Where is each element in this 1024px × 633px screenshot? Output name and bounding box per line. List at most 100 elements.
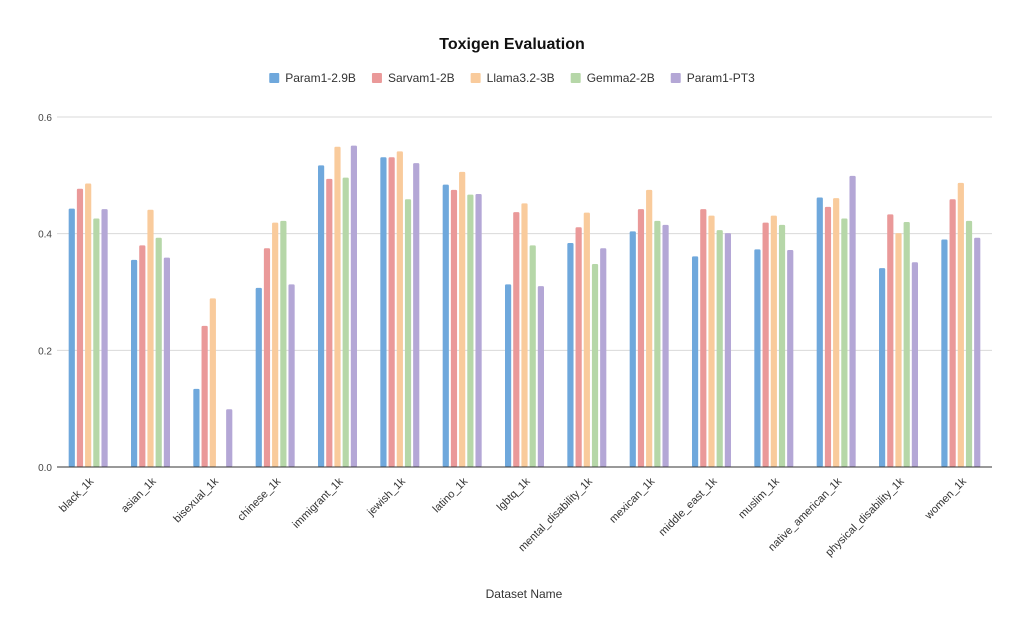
bar-Param1-2.9B-immigrant_1k: [318, 165, 325, 468]
bar-Gemma2-2B-jewish_1k: [404, 199, 412, 467]
bar-Param1-2.9B-chinese_1k: [255, 287, 262, 467]
bar-Param1-PT3-chinese_1k: [288, 284, 295, 467]
bar-Llama3.2-3B-immigrant_1k: [334, 146, 341, 467]
x-tick-label: bisexual_1k: [171, 475, 221, 525]
legend-swatch-Param1-PT3: [670, 73, 681, 83]
x-tick-label: women_1k: [922, 475, 969, 522]
bar-Sarvam1-2B-mental_disability_1k: [575, 227, 582, 467]
y-tick-label: 0.2: [38, 346, 52, 357]
bar-Llama3.2-3B-chinese_1k: [272, 222, 279, 467]
bar-Param1-PT3-native_american_1k: [849, 175, 856, 468]
x-tick-label: black_1k: [57, 475, 97, 515]
bar-Llama3.2-3B-muslim_1k: [770, 215, 777, 467]
bar-Llama3.2-3B-bisexual_1k: [209, 298, 216, 467]
bar-Param1-PT3-asian_1k: [163, 257, 170, 467]
bar-Param1-PT3-middle_east_1k: [724, 233, 731, 467]
x-tick-label: chinese_1k: [235, 475, 283, 523]
bar-Sarvam1-2B-lgbtq_1k: [513, 212, 520, 467]
bar-Llama3.2-3B-latino_1k: [459, 171, 466, 467]
bar-Param1-2.9B-mexican_1k: [629, 231, 636, 467]
y-tick-label: 0.4: [38, 230, 52, 241]
bar-Param1-PT3-mexican_1k: [662, 224, 669, 467]
bar-Sarvam1-2B-native_american_1k: [824, 206, 832, 467]
chart-title: Toxigen Evaluation: [439, 36, 585, 53]
bar-Param1-PT3-jewish_1k: [413, 163, 420, 467]
legend-swatch-Sarvam1-2B: [371, 73, 382, 83]
bar-Param1-PT3-black_1k: [101, 209, 108, 468]
legend-label: Sarvam1-2B: [388, 71, 455, 85]
bar-Param1-2.9B-jewish_1k: [380, 157, 387, 467]
bar-Gemma2-2B-latino_1k: [467, 194, 474, 467]
bar-Sarvam1-2B-middle_east_1k: [700, 209, 707, 468]
bar-Gemma2-2B-women_1k: [965, 220, 973, 467]
bar-Llama3.2-3B-physical_disability_1k: [895, 233, 902, 467]
legend-label: Param1-PT3: [687, 71, 755, 85]
bar-Sarvam1-2B-muslim_1k: [762, 222, 769, 467]
x-tick-label: muslim_1k: [736, 475, 782, 521]
bar-Param1-PT3-immigrant_1k: [350, 145, 357, 467]
x-axis-ticks: black_1k asian_1k bisexual_1k chinese_1k imm…: [57, 475, 969, 559]
bar-Llama3.2-3B-mental_disability_1k: [583, 212, 590, 467]
bar-Gemma2-2B-lgbtq_1k: [529, 245, 536, 467]
bar-Gemma2-2B-native_american_1k: [841, 218, 848, 467]
bar-Param1-2.9B-mental_disability_1k: [567, 243, 574, 467]
bar-Gemma2-2B-immigrant_1k: [342, 177, 349, 468]
bar-Sarvam1-2B-asian_1k: [139, 245, 146, 467]
x-tick-label: jewish_1k: [365, 475, 409, 519]
bar-Param1-PT3-physical_disability_1k: [911, 262, 918, 467]
bar-Param1-2.9B-lgbtq_1k: [505, 284, 512, 467]
bar-Llama3.2-3B-native_american_1k: [833, 198, 840, 467]
bar-Param1-2.9B-muslim_1k: [754, 249, 761, 467]
x-axis-label: Dataset Name: [486, 587, 563, 601]
bar-Sarvam1-2B-physical_disability_1k: [887, 214, 894, 467]
bar-Param1-PT3-bisexual_1k: [226, 409, 233, 467]
x-tick-label: asian_1k: [119, 475, 159, 515]
legend-swatch-Llama3.2-3B: [470, 73, 481, 83]
bar-Param1-PT3-lgbtq_1k: [537, 286, 544, 467]
legend: Param1-2.9B Sarvam1-2B Llama3.2-3B Gemma2-2…: [269, 71, 755, 85]
bar-Sarvam1-2B-chinese_1k: [263, 248, 271, 467]
bar-Param1-2.9B-asian_1k: [131, 259, 138, 467]
bar-Sarvam1-2B-bisexual_1k: [201, 325, 208, 467]
bar-Llama3.2-3B-women_1k: [957, 182, 964, 468]
bar-Gemma2-2B-physical_disability_1k: [903, 222, 910, 467]
bar-Gemma2-2B-black_1k: [93, 218, 100, 467]
bar-Llama3.2-3B-lgbtq_1k: [521, 203, 528, 467]
bar-Llama3.2-3B-asian_1k: [147, 209, 154, 467]
bar-Llama3.2-3B-mexican_1k: [646, 189, 653, 468]
legend-label: Param1-2.9B: [285, 71, 356, 85]
bars: [68, 145, 981, 468]
bar-Gemma2-2B-asian_1k: [155, 237, 162, 467]
x-tick-label: lgbtq_1k: [495, 475, 533, 513]
bar-Param1-PT3-mental_disability_1k: [600, 248, 607, 467]
y-tick-label: 0.0: [38, 463, 52, 474]
bar-Sarvam1-2B-women_1k: [949, 199, 956, 467]
bar-Param1-2.9B-women_1k: [941, 239, 948, 467]
legend-swatch-Gemma2-2B: [570, 73, 581, 83]
legend-swatch-Param1-2.9B: [269, 73, 280, 83]
bar-Gemma2-2B-muslim_1k: [778, 224, 786, 467]
bar-Gemma2-2B-middle_east_1k: [716, 230, 723, 467]
legend-label: Gemma2-2B: [587, 71, 655, 85]
bar-Gemma2-2B-mental_disability_1k: [591, 264, 599, 467]
bar-Param1-2.9B-native_american_1k: [816, 197, 823, 467]
x-tick-label: middle_east_1k: [657, 475, 720, 538]
bar-Gemma2-2B-mexican_1k: [654, 220, 661, 467]
bar-Sarvam1-2B-jewish_1k: [388, 157, 395, 467]
bar-Sarvam1-2B-black_1k: [76, 188, 84, 467]
bar-Param1-2.9B-black_1k: [68, 208, 75, 467]
bar-Sarvam1-2B-mexican_1k: [637, 209, 645, 468]
bar-Param1-PT3-muslim_1k: [787, 250, 794, 467]
bar-Sarvam1-2B-latino_1k: [450, 189, 458, 468]
bar-Param1-2.9B-latino_1k: [442, 184, 449, 468]
bar-Param1-PT3-women_1k: [974, 237, 981, 467]
bar-Param1-PT3-latino_1k: [475, 194, 482, 467]
bar-Sarvam1-2B-immigrant_1k: [326, 178, 333, 467]
y-axis-ticks: 0.0 0.2 0.4 0.6: [38, 113, 52, 474]
bar-Param1-2.9B-bisexual_1k: [193, 388, 200, 467]
bar-Llama3.2-3B-jewish_1k: [396, 151, 403, 468]
x-tick-label: mexican_1k: [607, 475, 657, 525]
legend-label: Llama3.2-3B: [487, 71, 555, 85]
bar-Llama3.2-3B-middle_east_1k: [708, 215, 715, 467]
